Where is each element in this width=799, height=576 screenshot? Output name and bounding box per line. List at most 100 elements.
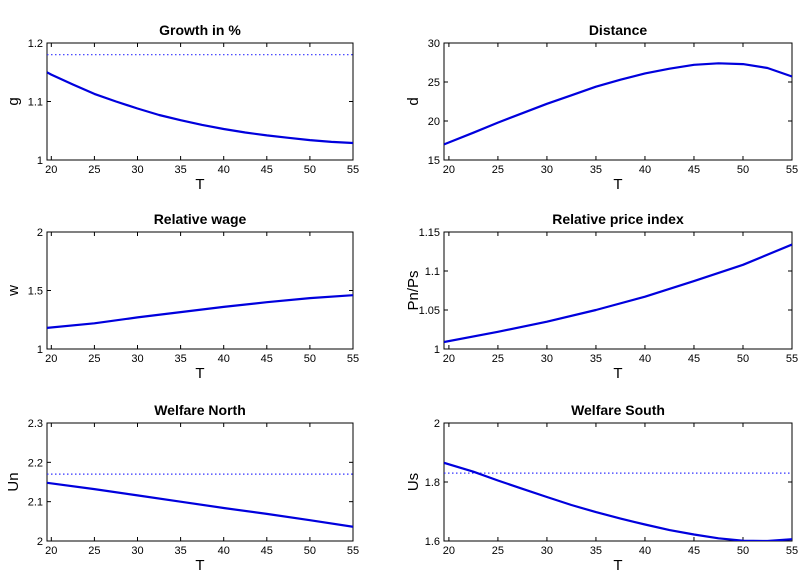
y-axis-label: d bbox=[405, 97, 422, 105]
x-tick-label: 55 bbox=[347, 545, 359, 557]
subplot-5: 20 25 30 35 40 45 50 55 2 2.1 2.2 2.3 Welfare North T… bbox=[5, 402, 359, 574]
chart-title: Welfare South bbox=[571, 402, 665, 418]
y-tick-label: 1 bbox=[434, 344, 440, 356]
axes-frame bbox=[46, 231, 354, 350]
x-tick-label: 20 bbox=[443, 164, 455, 176]
chart-title: Relative price index bbox=[552, 211, 684, 227]
series-line-1 bbox=[47, 294, 353, 329]
x-tick-label: 50 bbox=[304, 545, 316, 557]
x-axis-label: T bbox=[195, 176, 204, 193]
x-tick-label: 55 bbox=[347, 164, 359, 176]
x-tick-label: 40 bbox=[218, 353, 230, 365]
y-tick-label: 1.8 bbox=[425, 477, 440, 489]
x-tick-label: 30 bbox=[541, 353, 553, 365]
y-tick-label: 20 bbox=[428, 116, 440, 128]
y-tick-label: 2.1 bbox=[28, 497, 43, 509]
y-tick-label: 1.5 bbox=[28, 286, 43, 298]
x-tick-label: 25 bbox=[88, 353, 100, 365]
chart-title: Relative wage bbox=[154, 211, 247, 227]
y-axis-label: g bbox=[5, 97, 22, 105]
x-tick-label: 25 bbox=[492, 545, 504, 557]
x-tick-label: 40 bbox=[639, 545, 651, 557]
y-tick-label: 2 bbox=[37, 536, 43, 548]
x-tick-label: 35 bbox=[174, 353, 186, 365]
x-axis-label: T bbox=[613, 557, 622, 574]
x-tick-label: 20 bbox=[443, 545, 455, 557]
y-tick-label: 15 bbox=[428, 155, 440, 167]
x-tick-label: 30 bbox=[541, 164, 553, 176]
y-tick-label: 1.1 bbox=[425, 266, 440, 278]
x-tick-label: 45 bbox=[261, 353, 273, 365]
y-axis-label: w bbox=[5, 285, 22, 297]
subplot-3: 20 25 30 35 40 45 50 55 1 1.5 2 Relative wage Tw bbox=[5, 211, 359, 382]
series-line-1 bbox=[444, 62, 792, 146]
y-tick-label: 1.15 bbox=[419, 227, 440, 239]
x-tick-label: 35 bbox=[174, 545, 186, 557]
x-tick-label: 55 bbox=[786, 545, 798, 557]
x-axis-label: T bbox=[613, 365, 622, 382]
y-tick-label: 2.2 bbox=[28, 457, 43, 469]
subplot-1: 20 25 30 35 40 45 50 55 1 1.1 1.2 Growth in % Tg bbox=[5, 22, 359, 193]
subplot-4: 20 25 30 35 40 45 50 55 1 1.05 1.1 1.15 Relative pri… bbox=[405, 211, 798, 382]
axes-frame bbox=[443, 231, 793, 350]
x-tick-label: 25 bbox=[88, 164, 100, 176]
y-axis-label: Un bbox=[5, 472, 22, 491]
chart-title: Growth in % bbox=[159, 22, 241, 38]
x-tick-label: 40 bbox=[639, 353, 651, 365]
x-tick-label: 35 bbox=[590, 353, 602, 365]
y-tick-label: 1.05 bbox=[419, 305, 440, 317]
x-tick-label: 55 bbox=[347, 353, 359, 365]
x-tick-label: 50 bbox=[737, 353, 749, 365]
x-tick-label: 45 bbox=[261, 545, 273, 557]
x-tick-label: 40 bbox=[218, 545, 230, 557]
x-tick-label: 25 bbox=[492, 164, 504, 176]
y-tick-label: 1 bbox=[37, 155, 43, 167]
x-tick-label: 45 bbox=[688, 353, 700, 365]
y-tick-label: 2 bbox=[37, 227, 43, 239]
series-line-1 bbox=[47, 481, 353, 528]
y-axis-label: Pn/Ps bbox=[405, 270, 422, 310]
x-tick-label: 30 bbox=[131, 545, 143, 557]
series-line-1 bbox=[444, 243, 792, 344]
x-tick-label: 45 bbox=[688, 164, 700, 176]
y-tick-label: 1.1 bbox=[28, 97, 43, 109]
x-tick-label: 25 bbox=[492, 353, 504, 365]
x-tick-label: 50 bbox=[737, 164, 749, 176]
x-tick-label: 50 bbox=[304, 164, 316, 176]
x-tick-label: 50 bbox=[737, 545, 749, 557]
x-axis-label: T bbox=[195, 365, 204, 382]
series-line-1 bbox=[47, 71, 353, 145]
y-tick-label: 2.3 bbox=[28, 418, 43, 430]
x-tick-label: 35 bbox=[590, 545, 602, 557]
y-tick-label: 1.2 bbox=[28, 38, 43, 50]
axes-frame bbox=[443, 422, 793, 542]
x-tick-label: 45 bbox=[688, 545, 700, 557]
chart-title: Welfare North bbox=[154, 402, 246, 418]
x-tick-label: 40 bbox=[218, 164, 230, 176]
y-axis-label: Us bbox=[405, 473, 422, 491]
chart-title: Distance bbox=[589, 22, 648, 38]
x-axis-label: T bbox=[195, 557, 204, 574]
x-tick-label: 20 bbox=[45, 545, 57, 557]
x-tick-label: 40 bbox=[639, 164, 651, 176]
y-tick-label: 1 bbox=[37, 344, 43, 356]
x-tick-label: 30 bbox=[131, 164, 143, 176]
x-tick-label: 35 bbox=[590, 164, 602, 176]
y-tick-label: 1.6 bbox=[425, 536, 440, 548]
x-tick-label: 55 bbox=[786, 164, 798, 176]
y-tick-label: 25 bbox=[428, 77, 440, 89]
x-tick-label: 20 bbox=[443, 353, 455, 365]
x-tick-label: 35 bbox=[174, 164, 186, 176]
x-tick-label: 30 bbox=[131, 353, 143, 365]
x-tick-label: 50 bbox=[304, 353, 316, 365]
axes-frame bbox=[46, 42, 354, 161]
x-tick-label: 25 bbox=[88, 545, 100, 557]
subplot-6: 20 25 30 35 40 45 50 55 1.6 1.8 2 Welfare South T Us bbox=[405, 402, 798, 574]
x-tick-label: 20 bbox=[45, 164, 57, 176]
axes-frame bbox=[46, 422, 354, 542]
series-line-1 bbox=[444, 461, 792, 541]
x-axis-label: T bbox=[613, 176, 622, 193]
y-tick-label: 2 bbox=[434, 418, 440, 430]
